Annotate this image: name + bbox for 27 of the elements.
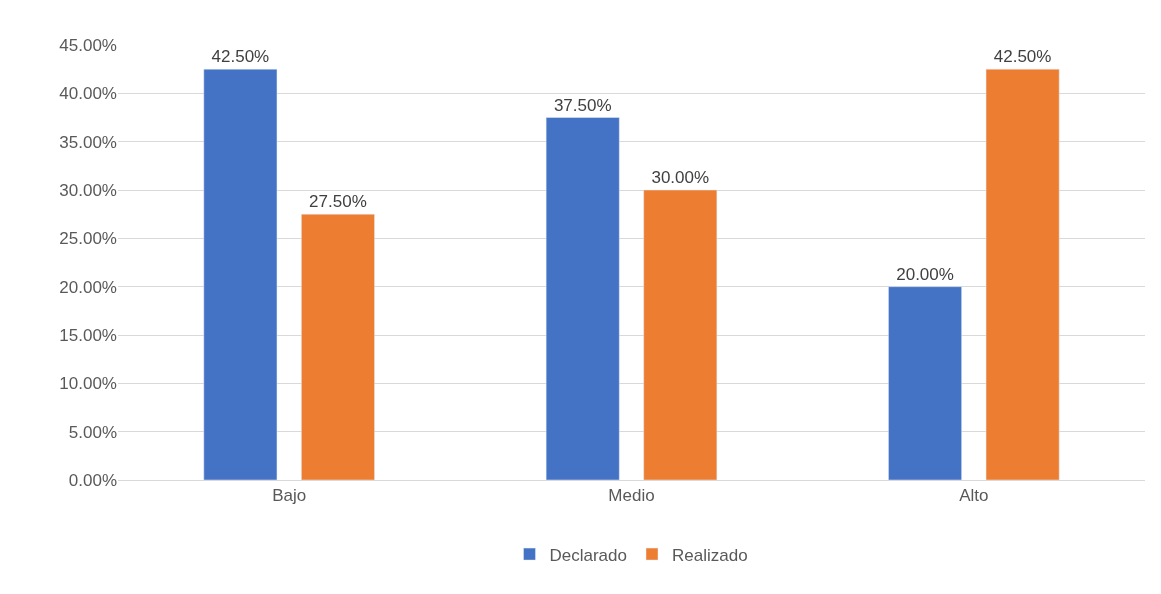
data-label: 20.00% (896, 264, 954, 284)
y-tick-label: 20.00% (59, 277, 117, 297)
data-label: 37.50% (553, 95, 612, 115)
data-label: 27.50% (309, 192, 367, 212)
bar (301, 213, 375, 480)
y-tick-label: 10.00% (59, 374, 117, 394)
y-tick-label: 45.00% (59, 35, 117, 55)
legend-label: Realizado (672, 545, 748, 565)
data-label: 42.50% (211, 47, 270, 67)
y-tick-label: 25.00% (59, 229, 117, 249)
x-tick-label: Bajo (272, 486, 307, 506)
y-tick-label: 40.00% (59, 84, 117, 104)
x-tick-label: Alto (959, 486, 989, 506)
bar (545, 117, 620, 480)
data-label: 42.50% (993, 47, 1052, 67)
legend-label: Declarado (549, 545, 627, 565)
y-tick-label: 35.00% (59, 132, 117, 152)
y-tick-label: 30.00% (59, 180, 117, 200)
y-tick-label: 15.00% (59, 325, 117, 345)
data-label: 30.00% (651, 168, 710, 187)
y-tick-label: 0.00% (68, 470, 117, 490)
bar (985, 68, 1060, 480)
bar (643, 189, 718, 480)
bar (203, 68, 278, 480)
y-tick-label: 5.00% (68, 422, 117, 442)
x-tick-label: Medio (608, 486, 655, 506)
bar (888, 286, 962, 480)
